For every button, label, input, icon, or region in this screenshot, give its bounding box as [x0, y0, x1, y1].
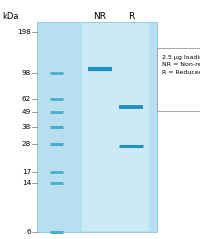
Text: 98: 98 — [22, 70, 31, 76]
Bar — [82, 23, 118, 231]
Text: 38: 38 — [22, 124, 31, 130]
Bar — [37, 22, 157, 232]
Text: 6: 6 — [26, 229, 31, 235]
Text: 14: 14 — [22, 180, 31, 186]
Text: R: R — [128, 12, 134, 21]
Text: kDa: kDa — [2, 12, 18, 21]
Text: 49: 49 — [22, 109, 31, 115]
Text: 62: 62 — [22, 96, 31, 102]
Bar — [113, 23, 149, 231]
Text: 28: 28 — [22, 141, 31, 147]
Text: 2.5 μg loading
NR = Non-reduced
R = Reduced: 2.5 μg loading NR = Non-reduced R = Redu… — [162, 55, 200, 75]
Text: NR: NR — [94, 12, 106, 21]
Text: 198: 198 — [17, 29, 31, 35]
FancyBboxPatch shape — [157, 48, 200, 111]
Text: 17: 17 — [22, 169, 31, 175]
